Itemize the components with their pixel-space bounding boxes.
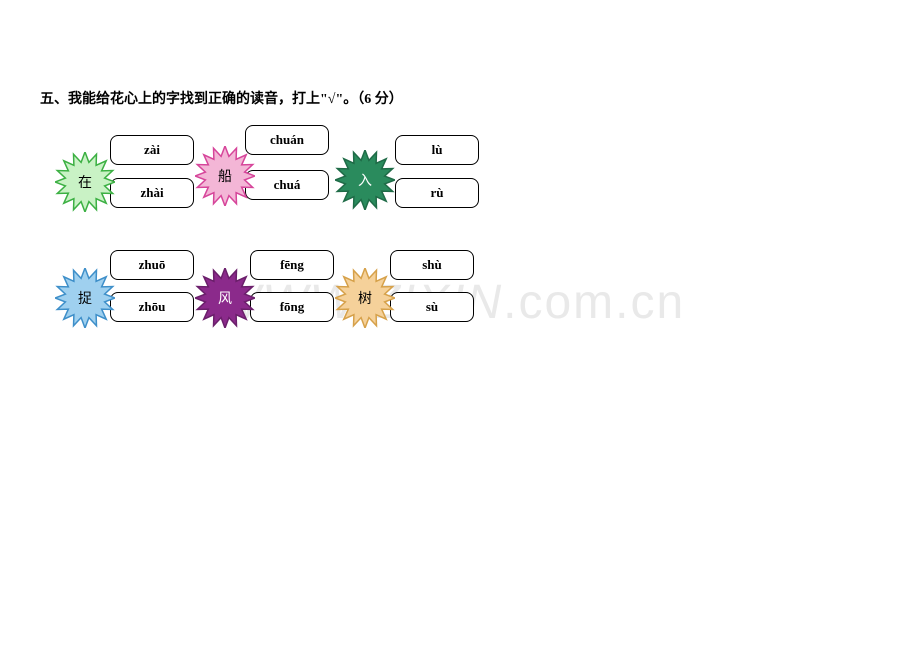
flower-char: 树 <box>358 288 372 308</box>
pinyin-option[interactable]: zhōu <box>110 292 194 322</box>
page: 五、我能给花心上的字找到正确的读音，打上"√"。（6 分） WWW.ZIXIN.… <box>0 0 920 650</box>
watermark-part2: .com.cn <box>503 276 685 329</box>
flower-char: 入 <box>358 170 372 190</box>
pinyin-option[interactable]: sù <box>390 292 474 322</box>
pinyin-option[interactable]: lù <box>395 135 479 165</box>
flower-burst: 树 <box>335 268 395 328</box>
pinyin-option[interactable]: fēng <box>250 250 334 280</box>
flower-char: 捉 <box>78 288 92 308</box>
pinyin-option[interactable]: fōng <box>250 292 334 322</box>
flower-burst: 入 <box>335 150 395 210</box>
pinyin-option[interactable]: zhài <box>110 178 194 208</box>
flower-char: 在 <box>78 172 92 192</box>
flower-char: 风 <box>218 288 232 308</box>
flower-burst: 捉 <box>55 268 115 328</box>
pinyin-option[interactable]: rù <box>395 178 479 208</box>
pinyin-option[interactable]: shù <box>390 250 474 280</box>
question-title: 五、我能给花心上的字找到正确的读音，打上"√"。（6 分） <box>40 88 403 108</box>
pinyin-option[interactable]: zhuō <box>110 250 194 280</box>
flower-burst: 在 <box>55 152 115 212</box>
pinyin-option[interactable]: chuá <box>245 170 329 200</box>
pinyin-option[interactable]: chuán <box>245 125 329 155</box>
flower-burst: 船 <box>195 146 255 206</box>
pinyin-option[interactable]: zài <box>110 135 194 165</box>
flower-char: 船 <box>218 166 232 186</box>
flower-burst: 风 <box>195 268 255 328</box>
